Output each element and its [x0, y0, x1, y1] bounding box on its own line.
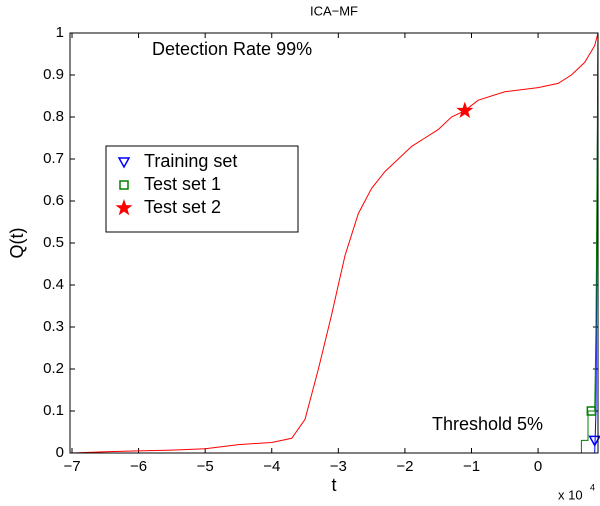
y-tick-label: 0 [56, 444, 64, 461]
x-axis-label: t [331, 475, 336, 495]
x-tick-label: 0 [534, 458, 542, 475]
annotation: Threshold 5% [432, 414, 543, 434]
x-tick-label: −2 [396, 458, 413, 475]
y-tick-label: 0.6 [43, 192, 64, 209]
line [72, 32, 599, 454]
legend-marker [115, 198, 133, 216]
y-tick-label: 0.2 [43, 360, 64, 377]
legend-label: Test set 1 [144, 174, 221, 194]
y-axis-label: Q(t) [7, 228, 27, 259]
y-tick-label: 0.9 [43, 66, 64, 83]
legend-label: Test set 2 [144, 197, 221, 217]
y-tick-label: 0.3 [43, 318, 64, 335]
y-tick-label: 1 [56, 24, 64, 41]
y-tick-label: 0.7 [43, 150, 64, 167]
x-exponent: 4 [590, 482, 595, 492]
legend-marker [117, 157, 131, 169]
x-tick-label: −4 [263, 458, 280, 475]
x-tick-label: −1 [463, 458, 480, 475]
legend-box [105, 145, 299, 233]
marker [456, 101, 474, 119]
legend-label: Training set [144, 151, 237, 171]
y-tick-label: 0.4 [43, 276, 64, 293]
plot-frame [69, 32, 599, 454]
annotation: Detection Rate 99% [152, 39, 312, 59]
marker [586, 406, 597, 416]
chart-title: ICA−MF [310, 3, 358, 18]
line [71, 32, 599, 454]
x-tick-label: −7 [63, 458, 80, 475]
legend-marker [119, 180, 129, 190]
x-tick-label: −5 [197, 458, 214, 475]
marker [588, 435, 600, 447]
y-tick-label: 0.1 [43, 402, 64, 419]
x-multiplier: x 10 [558, 487, 583, 502]
line [72, 32, 599, 454]
x-tick-label: −6 [130, 458, 147, 475]
y-tick-label: 0.5 [43, 234, 64, 251]
x-tick-label: −3 [330, 458, 347, 475]
y-tick-label: 0.8 [43, 108, 64, 125]
